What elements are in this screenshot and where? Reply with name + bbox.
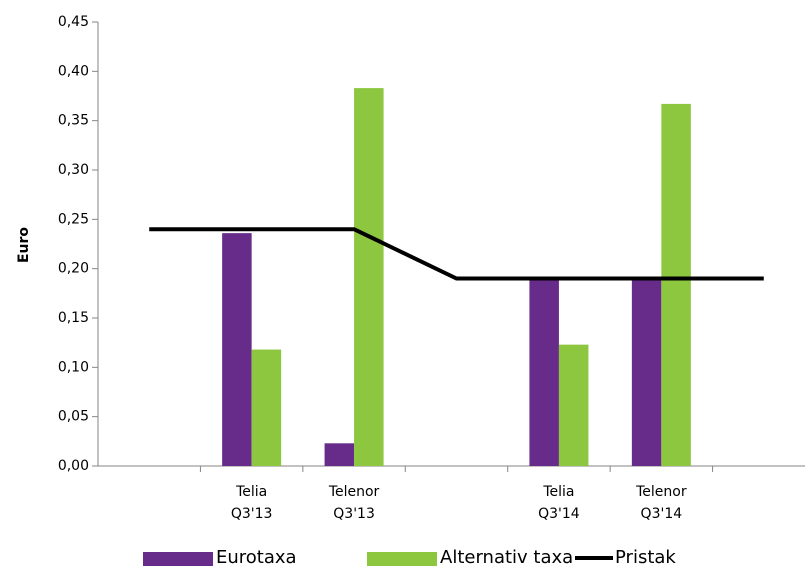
y-tick-label: 0,20 xyxy=(58,261,89,277)
bar xyxy=(324,443,355,466)
bar xyxy=(661,103,691,466)
y-tick-label: 0,00 xyxy=(58,458,89,474)
bar xyxy=(558,344,589,466)
y-tick-label: 0,35 xyxy=(58,113,89,129)
bar xyxy=(631,278,662,466)
y-tick-label: 0,45 xyxy=(58,14,89,30)
bar xyxy=(354,88,384,467)
x-tick-label: Telia Q3'14 xyxy=(538,484,580,522)
y-axis-label: Euro xyxy=(16,227,32,263)
y-tick-label: 0,05 xyxy=(58,409,89,425)
y-tick-label: 0,25 xyxy=(58,211,89,227)
line xyxy=(149,227,764,281)
x-tick-label: Telenor Q3'14 xyxy=(635,484,687,522)
bar xyxy=(222,233,252,466)
y-tick-label: 0,40 xyxy=(58,63,89,79)
bar xyxy=(251,349,282,466)
legend-swatch xyxy=(143,552,213,566)
y-tick-label: 0,10 xyxy=(58,359,89,375)
x-tick-label: Telia Q3'13 xyxy=(231,484,273,522)
legend-label: Pristak xyxy=(615,547,676,568)
y-tick-label: 0,15 xyxy=(58,310,89,326)
legend-swatch xyxy=(367,552,437,566)
bar xyxy=(529,278,559,466)
x-tick-label: Telenor Q3'13 xyxy=(328,484,380,522)
y-tick-label: 0,30 xyxy=(58,162,89,178)
legend-label: Eurotaxa xyxy=(216,547,297,568)
legend-label: Alternativ taxa xyxy=(440,547,573,568)
